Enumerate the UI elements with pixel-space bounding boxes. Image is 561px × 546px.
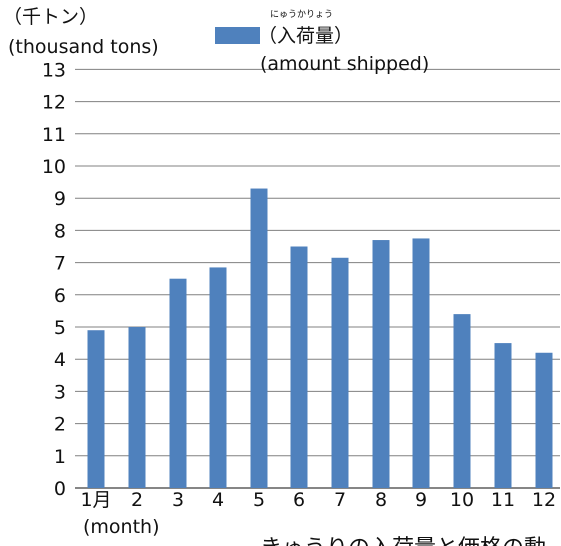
y-tick-label: 10	[42, 156, 66, 178]
legend-swatch	[215, 27, 260, 44]
legend-label-primary: （入荷量）	[258, 25, 353, 47]
legend-ruby: にゅうかりょう	[270, 9, 333, 20]
x-tick-label: 12	[532, 489, 556, 511]
chart-caption: きゅうりの入荷量と価格の動	[260, 536, 546, 546]
bar-6	[290, 246, 308, 488]
bar-12	[535, 352, 553, 488]
y-tick-label: 12	[42, 92, 66, 114]
bar-series	[87, 188, 553, 489]
y-tick-label: 1	[54, 446, 66, 468]
y-tick-label: 13	[42, 59, 66, 81]
legend-label-secondary: (amount shipped)	[260, 53, 429, 75]
bar-2	[128, 327, 146, 488]
bar-1	[87, 330, 105, 488]
x-tick-label: 9	[415, 489, 427, 511]
y-axis-unit-line-1: （千トン）	[3, 6, 98, 28]
x-tick-label: 7	[334, 489, 346, 511]
y-tick-label: 8	[54, 220, 66, 242]
x-tick-label: 11	[491, 489, 515, 511]
y-axis-unit-line-2: (thousand tons)	[8, 36, 159, 58]
bar-9	[412, 238, 430, 488]
bar-8	[372, 240, 390, 488]
y-tick-label: 3	[54, 381, 66, 403]
y-tick-label: 4	[54, 349, 66, 371]
x-tick-label: 1月	[80, 489, 111, 511]
bar-7	[331, 257, 349, 488]
legend: にゅうかりょう （入荷量） (amount shipped)	[215, 9, 429, 75]
x-axis-unit: (month)	[83, 516, 160, 538]
bar-5	[250, 188, 268, 489]
x-tick-label: 4	[212, 489, 224, 511]
y-tick-label: 2	[54, 414, 66, 436]
y-tick-label: 7	[54, 253, 66, 275]
y-tick-label: 6	[54, 285, 66, 307]
grid-lines	[75, 68, 560, 489]
x-tick-label: 6	[293, 489, 305, 511]
y-tick-label: 9	[54, 188, 66, 210]
x-tick-label: 3	[172, 489, 184, 511]
x-tick-label: 2	[131, 489, 143, 511]
x-tick-label: 10	[450, 489, 474, 511]
y-tick-label: 11	[42, 124, 66, 146]
bar-10	[453, 314, 471, 488]
y-tick-label: 0	[54, 478, 66, 500]
y-axis-unit: （千トン） (thousand tons)	[3, 6, 159, 58]
bar-4	[209, 267, 227, 488]
y-tick-label: 5	[54, 317, 66, 339]
x-tick-label: 8	[375, 489, 387, 511]
bar-3	[169, 278, 187, 488]
x-tick-label: 5	[253, 489, 265, 511]
bar-11	[494, 343, 512, 488]
